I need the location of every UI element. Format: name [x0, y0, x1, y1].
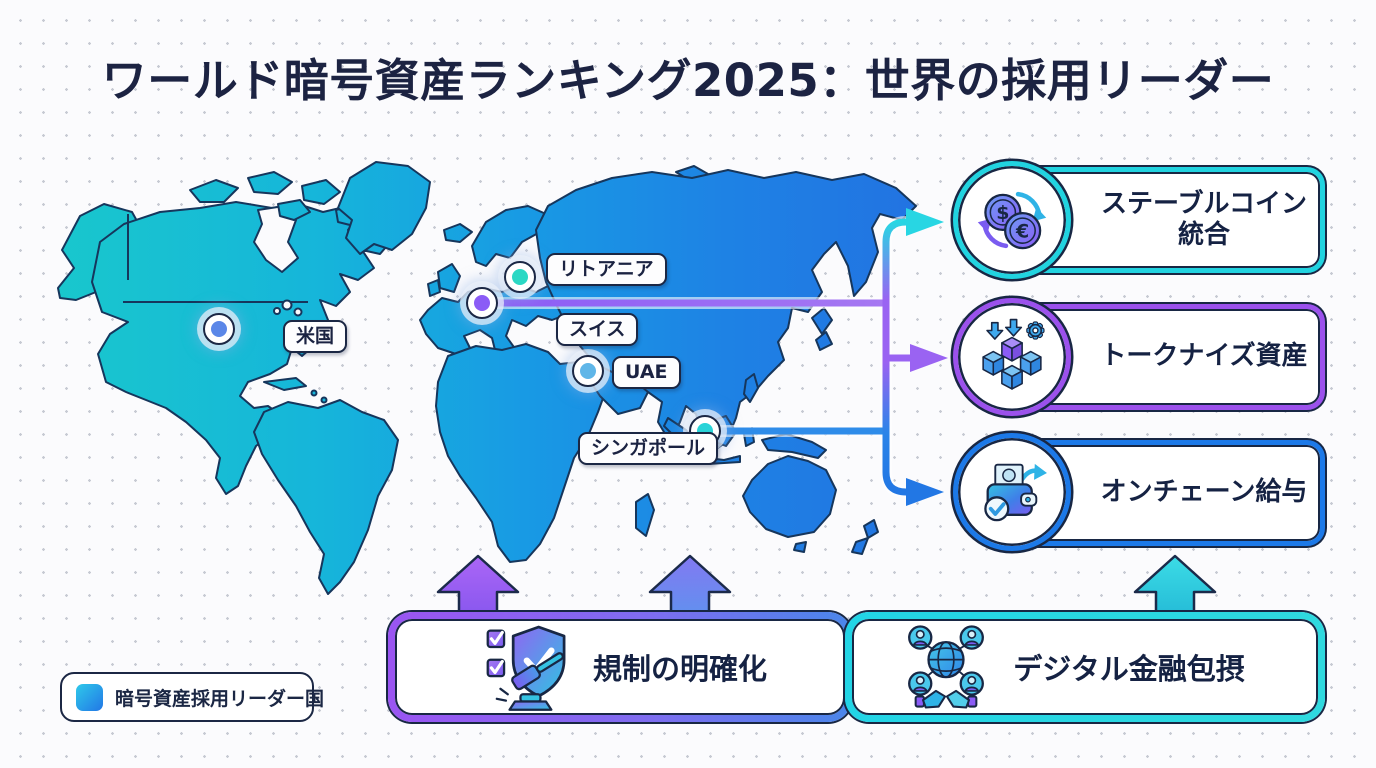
feature-icon-circle-payroll: [953, 433, 1071, 551]
marker-lithuania: [504, 261, 536, 293]
gear-icon: [1026, 321, 1045, 340]
globe-network-handshake-icon: [908, 625, 984, 709]
feature-icon-circle-stablecoin: $ €: [953, 161, 1071, 279]
feature-label-stablecoin: ステーブルコイン 統合: [1101, 188, 1307, 250]
driver-box-regulatory-clarity: 規制の明確化: [388, 612, 852, 722]
feature-label-payroll: オンチェーン給与: [1100, 477, 1308, 508]
marker-us: [203, 313, 235, 345]
feature-icon-circle-tokenized: [953, 298, 1071, 416]
network-people-icons: [908, 625, 984, 696]
marker-uae-dot: [580, 363, 596, 379]
up-arrow-right-icon: [1133, 554, 1217, 622]
legend: 暗号資産採用リーダー国: [60, 672, 324, 722]
page-title: ワールド暗号資産ランキング2025：世界の採用リーダー: [101, 54, 1275, 107]
marker-lithuania-dot: [512, 269, 528, 285]
label-lithuania: リトアニア: [546, 253, 667, 286]
driver-label-digital-financial-inclusion: デジタル金融包摂: [1013, 652, 1245, 686]
label-switzerland: スイス: [556, 313, 639, 346]
wallet-payroll-icon: [984, 463, 1047, 522]
marker-switzerland-dot: [474, 295, 490, 311]
svg-text:$: $: [996, 202, 1009, 224]
blockchain-cubes-icon: [982, 318, 1045, 390]
marker-switzerland: [466, 287, 498, 319]
label-uae: UAE: [612, 356, 681, 389]
marker-uae: [572, 355, 604, 387]
handshake-icon: [914, 689, 978, 709]
world-map: [57, 161, 917, 595]
label-us: 米国: [283, 320, 348, 353]
legend-swatch: [76, 683, 103, 711]
driver-box-digital-financial-inclusion: デジタル金融包摂: [845, 612, 1325, 722]
label-singapore: シンガポール: [578, 432, 719, 465]
driver-label-regulatory-clarity: 規制の明確化: [592, 652, 767, 686]
feature-label-tokenized: トークナイズ資産: [1100, 341, 1308, 372]
currency-exchange-icon: $ €: [977, 191, 1047, 250]
legend-label: 暗号資産採用リーダー国: [115, 687, 325, 710]
shield-gavel-checklist-icon: [486, 625, 566, 711]
marker-us-dot: [211, 321, 227, 337]
svg-text:€: €: [1015, 220, 1029, 242]
continents: [57, 161, 917, 595]
